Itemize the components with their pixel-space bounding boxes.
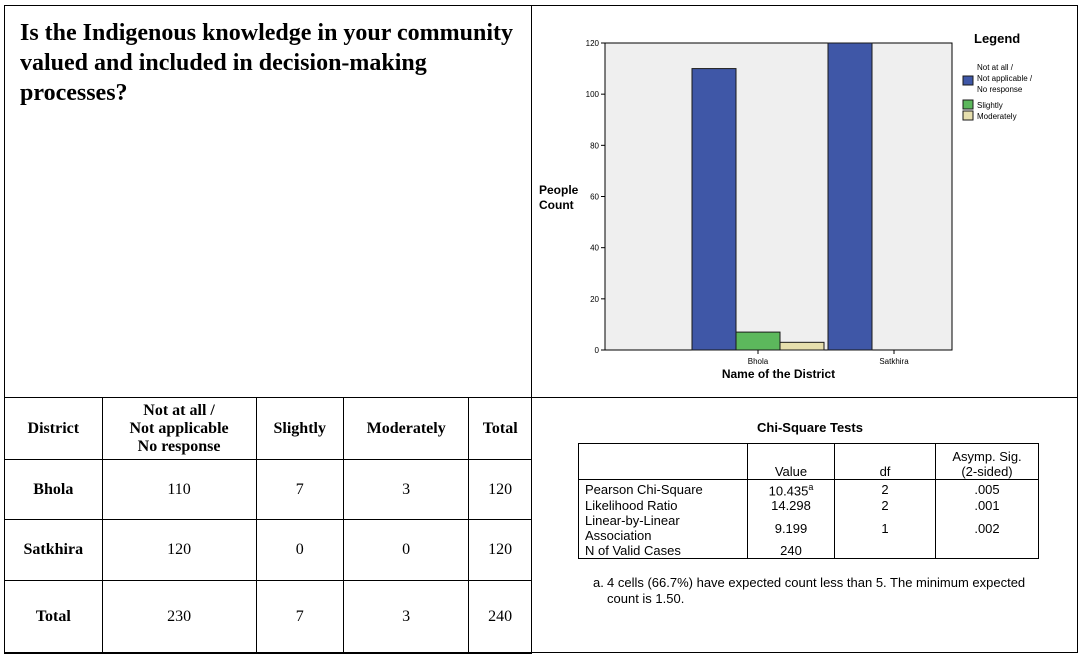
row-label: Satkhira	[4, 519, 103, 581]
x-tick-label: Bhola	[748, 357, 769, 366]
table-row: Linear-by-Linear Association 9.199 1 .00…	[578, 513, 1039, 544]
y-tick-label: 20	[590, 295, 599, 304]
cell: 7	[255, 580, 345, 654]
row-label: Total	[4, 580, 103, 654]
cell: 3	[342, 459, 470, 520]
chi-header-row: Value df Asymp. Sig. (2-sided)	[578, 443, 1039, 480]
bar-chart: 0 20 40 60 80 100 120 Bhola Satkhira Name of the …	[539, 31, 1033, 381]
y-axis-label: Count	[539, 198, 574, 212]
y-tick-label: 80	[590, 141, 599, 150]
chi-sig	[935, 543, 1039, 560]
header-not-at-all: Not at all / Not applicable No response	[101, 397, 257, 460]
chi-row-label: Likelihood Ratio	[578, 498, 748, 514]
header-district: District	[4, 397, 103, 460]
header-not-at-all-line: Not at all /	[143, 401, 215, 419]
table-row: Total 230 7 3 240	[4, 580, 532, 654]
legend-swatch	[962, 99, 974, 110]
cell: 3	[342, 580, 470, 654]
chi-value: 240	[747, 543, 835, 560]
header-slightly: Slightly	[255, 397, 345, 460]
bar-bhola-0	[691, 68, 737, 351]
chi-sig: .001	[935, 498, 1039, 514]
chi-header-sig: Asymp. Sig. (2-sided)	[935, 443, 1039, 480]
chi-footnote: a. 4 cells (66.7%) have expected count l…	[593, 575, 1027, 607]
bar-bhola-2	[779, 341, 825, 351]
chi-df: 1	[834, 513, 936, 544]
vertical-divider	[531, 5, 532, 653]
legend-label: Slightly	[977, 101, 1003, 110]
legend-swatch	[962, 110, 974, 121]
table-row: Pearson Chi-Square 10.435a 2 .005	[578, 479, 1039, 499]
header-total: Total	[468, 397, 532, 460]
table-row: Satkhira 120 0 0 120	[4, 519, 532, 581]
cell: 0	[255, 519, 345, 581]
legend-label: Not at all /	[977, 63, 1014, 72]
row-label: Bhola	[4, 459, 103, 520]
chi-footnote-text: 4 cells (66.7%) have expected count less…	[607, 575, 1026, 606]
chi-value-sup: a	[808, 482, 814, 492]
table-row: Likelihood Ratio 14.298 2 .001	[578, 498, 1039, 514]
legend-title: Legend	[974, 31, 1020, 46]
chi-sig: .005	[935, 479, 1039, 499]
y-tick-label: 60	[590, 193, 599, 202]
cell: 120	[101, 519, 257, 581]
chi-row-label-line: Association	[585, 528, 652, 544]
chi-square-table: Value df Asymp. Sig. (2-sided) Pearson C…	[578, 443, 1039, 560]
chi-df	[834, 543, 936, 560]
y-tick-label: 120	[586, 39, 600, 48]
cell: 120	[468, 459, 532, 520]
chi-df: 2	[834, 498, 936, 514]
y-tick-label: 40	[590, 244, 599, 253]
table-row: N of Valid Cases 240	[578, 543, 1039, 560]
chi-row-label-line: Linear-by-Linear	[585, 513, 680, 529]
chi-value: 9.199	[747, 513, 835, 544]
chi-row-label: Pearson Chi-Square	[578, 479, 748, 499]
chi-square-title: Chi-Square Tests	[757, 420, 863, 435]
chi-row-label: N of Valid Cases	[578, 543, 748, 560]
cell: 240	[468, 580, 532, 654]
cell: 7	[255, 459, 345, 520]
bar-satkhira-0	[827, 42, 873, 351]
legend-label: No response	[977, 85, 1023, 94]
cell: 230	[101, 580, 257, 654]
legend-label: Moderately	[977, 112, 1017, 121]
chi-header-df: df	[834, 443, 936, 480]
outer-frame	[4, 5, 1078, 653]
chi-df: 2	[834, 479, 936, 499]
crosstab-table: District Not at all / Not applicable No …	[4, 397, 532, 654]
chi-value-number: 10.435	[768, 483, 809, 499]
y-tick-label: 0	[595, 346, 600, 355]
chi-row-label: Linear-by-Linear Association	[578, 513, 748, 544]
table-row: Bhola 110 7 3 120	[4, 459, 532, 520]
chi-header-value: Value	[747, 443, 835, 480]
header-not-at-all-line: Not applicable	[129, 419, 229, 437]
bar-bhola-1	[735, 331, 781, 351]
horizontal-divider	[4, 397, 1078, 398]
x-tick-label: Satkhira	[879, 357, 909, 366]
cell: 110	[101, 459, 257, 520]
chi-value: 10.435a	[747, 479, 835, 499]
chi-header-sig-line: (2-sided)	[961, 464, 1013, 479]
chi-header-sig-line: Asymp. Sig.	[952, 449, 1022, 464]
x-axis-label: Name of the District	[722, 367, 835, 381]
cell: 0	[342, 519, 470, 581]
chi-footnote-mark: a.	[593, 575, 604, 590]
y-axis-label: People	[539, 183, 579, 197]
chi-sig: .002	[935, 513, 1039, 544]
legend-swatch	[962, 75, 974, 86]
crosstab-header-row: District Not at all / Not applicable No …	[4, 397, 532, 460]
header-moderately: Moderately	[342, 397, 470, 460]
survey-question: Is the Indigenous knowledge in your comm…	[20, 20, 513, 106]
plot-area	[604, 42, 953, 351]
header-not-at-all-line: No response	[137, 437, 221, 455]
chi-header-blank	[578, 443, 748, 480]
cell: 120	[468, 519, 532, 581]
y-tick-label: 100	[586, 90, 600, 99]
chi-value: 14.298	[747, 498, 835, 514]
legend-label: Not applicable /	[977, 74, 1033, 83]
